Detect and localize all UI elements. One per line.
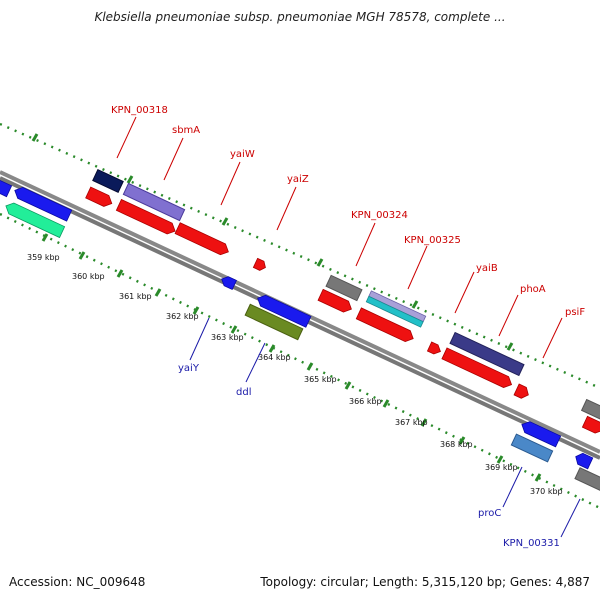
gene-phoa[interactable] <box>449 331 525 377</box>
gene-label-kpn-00331[interactable]: KPN_00331 <box>503 538 560 549</box>
scale-label: 365 kbp <box>304 375 337 384</box>
gene-forward-arrow[interactable] <box>115 198 177 236</box>
accession-text: Accession: NC_009648 <box>9 575 146 589</box>
gene-reverse-arrow[interactable] <box>255 293 312 328</box>
gene-yaiw[interactable] <box>174 222 231 258</box>
gene-label-phoa[interactable]: phoA <box>520 284 546 295</box>
gene-label-yaiw[interactable]: yaiW <box>230 149 255 160</box>
scale-label: 369 kbp <box>485 463 518 472</box>
scale-label: 361 kbp <box>119 292 152 301</box>
gene-label-yaib[interactable]: yaiB <box>476 263 498 274</box>
gene-yaib[interactable] <box>426 341 442 356</box>
scale-label: 363 kbp <box>211 333 244 342</box>
scale-label: 362 kbp <box>166 312 199 321</box>
scale-label: 367 kbp <box>395 418 428 427</box>
gene-forward-arrow[interactable] <box>355 307 415 344</box>
gene-label-ddl[interactable]: ddl <box>236 387 251 398</box>
gene-reverse-arrow[interactable] <box>573 451 594 470</box>
scale-label: 364 kbp <box>258 353 291 362</box>
gene-reverse-arrow[interactable] <box>12 185 73 222</box>
gene-forward-arrow[interactable] <box>85 186 115 209</box>
gene-label-sbma[interactable]: sbmA <box>172 125 200 136</box>
gene-yaiz[interactable] <box>252 257 267 272</box>
gene-label-kpn-00325[interactable]: KPN_00325 <box>404 235 461 246</box>
genome-summary-text: Topology: circular; Length: 5,315,120 bp… <box>260 575 590 589</box>
gene-proc[interactable] <box>510 433 554 463</box>
scale-label: 370 kbp <box>530 487 563 496</box>
top-leader-lines <box>116 116 563 359</box>
gene-label-kpn-00324[interactable]: KPN_00324 <box>351 210 408 221</box>
gene-unlabeled[interactable] <box>580 398 600 422</box>
gene-sbma[interactable] <box>122 182 186 222</box>
gene-forward-arrow[interactable] <box>441 347 514 390</box>
scale-label: 366 kbp <box>349 397 382 406</box>
gene-forward-arrow[interactable] <box>317 288 354 314</box>
map-title: Klebsiella pneumoniae subsp. pneumoniae … <box>94 10 506 24</box>
scale-label: 360 kbp <box>72 272 105 281</box>
gene-label-psif[interactable]: psiF <box>565 307 585 318</box>
gene-label-kpn-00318[interactable]: KPN_00318 <box>111 105 168 116</box>
outer-scale-line <box>0 122 600 390</box>
gene-label-yaiz[interactable]: yaiZ <box>287 174 309 185</box>
gene-reverse-arrow[interactable] <box>3 200 66 239</box>
gene-psif[interactable] <box>513 383 531 400</box>
bottom-leader-lines <box>189 317 581 538</box>
scale-label: 359 kbp <box>27 253 60 262</box>
gene-label-yaiy[interactable]: yaiY <box>178 363 200 374</box>
gene-kpn-00331[interactable] <box>574 467 600 493</box>
gene-label-proc[interactable]: proC <box>478 508 501 519</box>
gene-kpn-00318[interactable] <box>92 168 124 194</box>
gene-reverse-arrow[interactable] <box>0 176 13 198</box>
gene-yaiy[interactable] <box>220 275 237 291</box>
gene-reverse-arrow[interactable] <box>519 419 562 448</box>
inner-scale-line <box>0 212 600 510</box>
gene-forward-arrow[interactable] <box>581 415 600 435</box>
scale-label: 368 kbp <box>440 440 473 449</box>
gene-kpn-00324[interactable] <box>325 274 363 302</box>
gene-kpn-00325[interactable] <box>365 290 427 328</box>
gene-ddl[interactable] <box>244 303 304 341</box>
